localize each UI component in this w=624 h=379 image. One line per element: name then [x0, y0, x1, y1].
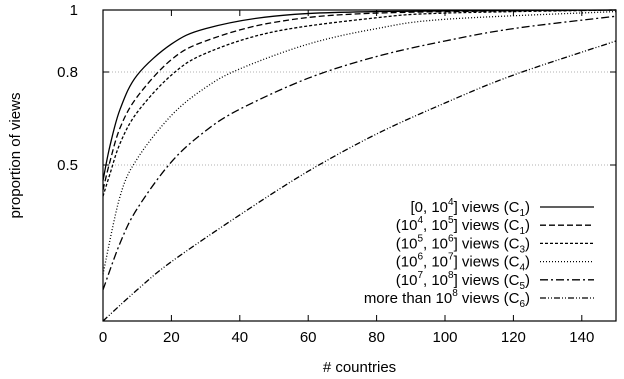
plot-frame	[102, 9, 617, 322]
x-axis-label: # countries	[323, 359, 396, 376]
legend-label-6: more than 108 views (C6)	[364, 288, 530, 310]
y-tick-label-0: 0.5	[57, 157, 78, 174]
x-tick-label-2: 40	[231, 329, 248, 346]
ticks-group: 0 20 40 60 80 100 120 140 0.5 0.8 1	[57, 2, 616, 346]
legend: [0, 104] views (C1)(104, 105] views (C1)…	[364, 197, 594, 310]
y-tick-label-1: 0.8	[57, 64, 78, 81]
x-tick-label-0: 0	[99, 329, 107, 346]
series-line-5	[102, 15, 617, 291]
x-tick-label-1: 20	[163, 329, 180, 346]
grid-lines	[103, 71, 616, 166]
series-line-1	[102, 9, 617, 181]
legend-label-5: (107, 108] views (C5)	[396, 270, 530, 292]
x-tick-label-4: 80	[368, 329, 385, 346]
series-group	[102, 9, 617, 322]
legend-label-1: [0, 104] views (C1)	[411, 197, 531, 219]
x-tick-label-7: 140	[569, 329, 594, 346]
legend-label-3: (105, 106] views (C3)	[396, 233, 530, 255]
x-tick-label-6: 120	[501, 329, 526, 346]
legend-label-4: (106, 107] views (C4)	[396, 252, 530, 274]
series-line-4	[102, 10, 617, 275]
x-tick-label-3: 60	[300, 329, 317, 346]
legend-label-2: (104, 105] views (C1)	[396, 215, 530, 237]
x-tick-label-5: 100	[432, 329, 457, 346]
series-line-2	[102, 9, 617, 191]
y-tick-label-2: 1	[70, 2, 78, 19]
series-line-6	[102, 40, 617, 322]
y-axis-label: proportion of views	[7, 93, 24, 219]
